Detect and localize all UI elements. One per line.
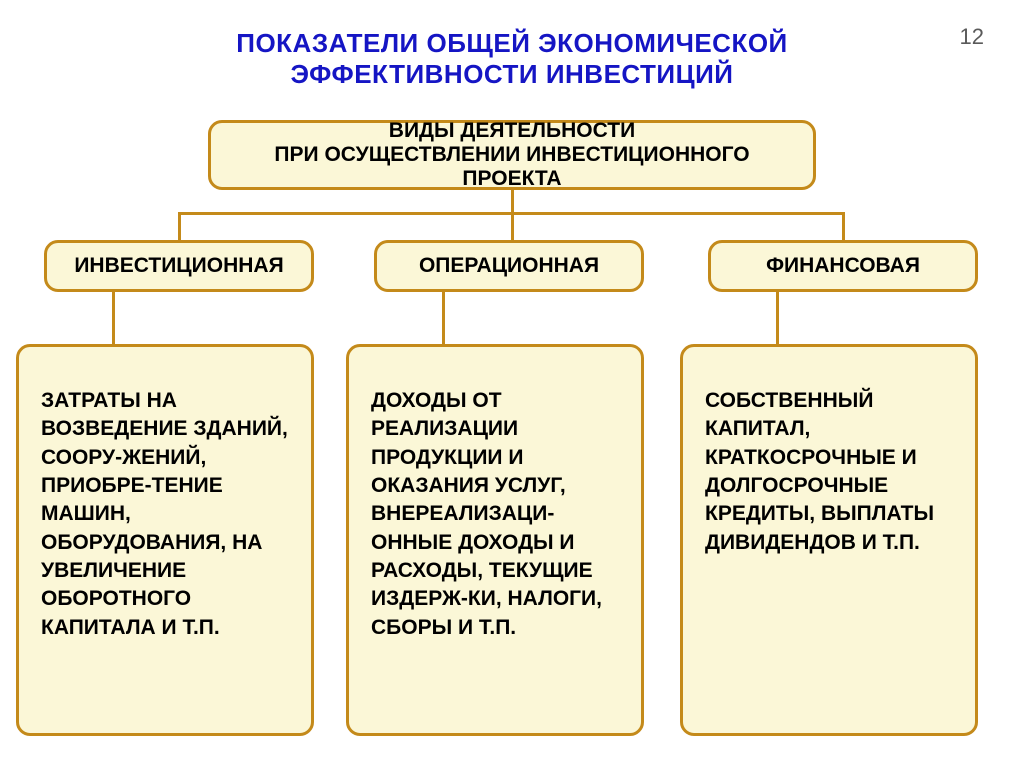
page-number: 12 — [960, 24, 984, 50]
connector-label-detail-1 — [112, 292, 115, 344]
root-box: ВИДЫ ДЕЯТЕЛЬНОСТИ ПРИ ОСУЩЕСТВЛЕНИИ ИНВЕ… — [208, 120, 816, 190]
title-line-1: ПОКАЗАТЕЛИ ОБЩЕЙ ЭКОНОМИЧЕСКОЙ — [236, 28, 787, 58]
connector-label-detail-2 — [442, 292, 445, 344]
branch-label-operational: ОПЕРАЦИОННАЯ — [374, 240, 644, 292]
title-line-2: ЭФФЕКТИВНОСТИ ИНВЕСТИЦИЙ — [291, 59, 734, 89]
connector-drop-2 — [511, 212, 514, 240]
branch-label-investment: ИНВЕСТИЦИОННАЯ — [44, 240, 314, 292]
branch-label-financial: ФИНАНСОВАЯ — [708, 240, 978, 292]
page-title: ПОКАЗАТЕЛИ ОБЩЕЙ ЭКОНОМИЧЕСКОЙ ЭФФЕКТИВН… — [0, 0, 1024, 90]
branch-detail-text: ДОХОДЫ ОТ РЕАЛИЗАЦИИ ПРОДУКЦИИ И ОКАЗАНИ… — [371, 387, 619, 642]
connector-root-drop — [511, 190, 514, 212]
branch-detail-text: СОБСТВЕННЫЙ КАПИТАЛ, КРАТКОСРОЧНЫЕ И ДОЛ… — [705, 387, 953, 557]
branch-detail-financial: СОБСТВЕННЫЙ КАПИТАЛ, КРАТКОСРОЧНЫЕ И ДОЛ… — [680, 344, 978, 736]
branch-label-text: ОПЕРАЦИОННАЯ — [419, 254, 599, 278]
branch-detail-operational: ДОХОДЫ ОТ РЕАЛИЗАЦИИ ПРОДУКЦИИ И ОКАЗАНИ… — [346, 344, 644, 736]
branch-detail-text: ЗАТРАТЫ НА ВОЗВЕДЕНИЕ ЗДАНИЙ, СООРУ-ЖЕНИ… — [41, 387, 289, 642]
root-line-1: ВИДЫ ДЕЯТЕЛЬНОСТИ — [389, 119, 635, 142]
branch-detail-investment: ЗАТРАТЫ НА ВОЗВЕДЕНИЕ ЗДАНИЙ, СООРУ-ЖЕНИ… — [16, 344, 314, 736]
connector-drop-1 — [178, 212, 181, 240]
hierarchy-diagram: ВИДЫ ДЕЯТЕЛЬНОСТИ ПРИ ОСУЩЕСТВЛЕНИИ ИНВЕ… — [0, 120, 1024, 760]
root-line-2: ПРИ ОСУЩЕСТВЛЕНИИ ИНВЕСТИЦИОННОГО ПРОЕКТ… — [274, 143, 749, 190]
connector-label-detail-3 — [776, 292, 779, 344]
connector-drop-3 — [842, 212, 845, 240]
branch-label-text: ФИНАНСОВАЯ — [766, 254, 920, 278]
branch-label-text: ИНВЕСТИЦИОННАЯ — [74, 254, 283, 278]
